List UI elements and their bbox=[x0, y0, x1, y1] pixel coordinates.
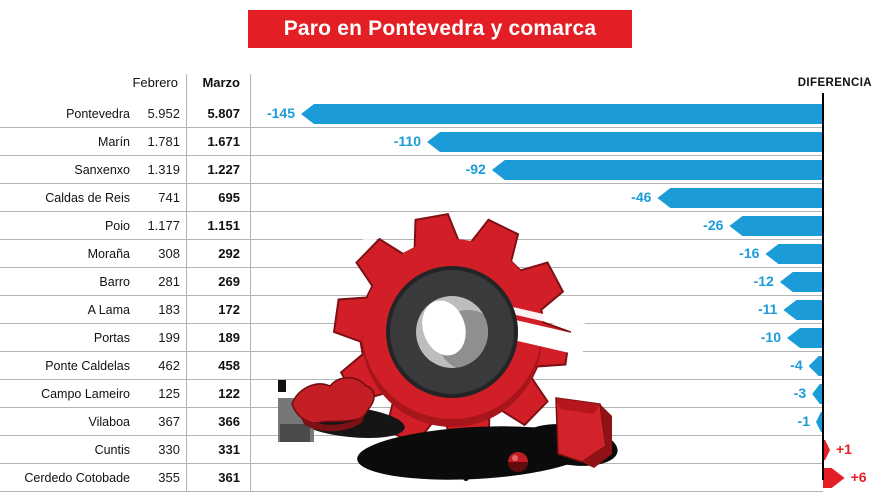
municipality-name: Barro bbox=[99, 275, 130, 289]
column-header-diferencia: DIFERENCIA bbox=[797, 77, 872, 89]
febrero-value: 367 bbox=[158, 414, 180, 429]
column-header-febrero: Febrero bbox=[132, 75, 178, 90]
diff-value-label: -92 bbox=[465, 161, 486, 177]
diff-bar bbox=[823, 440, 830, 460]
marzo-value: 269 bbox=[218, 274, 240, 289]
table-row: Cerdedo Cotobade 355 361 +6 bbox=[0, 464, 880, 492]
diff-bar bbox=[765, 244, 823, 264]
marzo-value: 292 bbox=[218, 246, 240, 261]
diff-bar bbox=[816, 412, 823, 432]
febrero-value: 199 bbox=[158, 330, 180, 345]
febrero-value: 281 bbox=[158, 274, 180, 289]
row-divider bbox=[0, 127, 823, 128]
municipality-name: A Lama bbox=[87, 303, 130, 317]
marzo-value: 1.151 bbox=[207, 218, 240, 233]
page-title: Paro en Pontevedra y comarca bbox=[248, 10, 632, 48]
diff-bar bbox=[301, 104, 823, 124]
marzo-value: 331 bbox=[218, 442, 240, 457]
municipality-name: Cuntis bbox=[94, 443, 130, 457]
diff-value-label: -3 bbox=[793, 385, 807, 401]
diff-bar bbox=[808, 356, 823, 376]
diff-value-label: +6 bbox=[850, 469, 867, 485]
febrero-value: 1.781 bbox=[147, 134, 180, 149]
marzo-value: 1.671 bbox=[207, 134, 240, 149]
row-divider bbox=[0, 155, 823, 156]
row-divider bbox=[0, 211, 823, 212]
municipality-name: Vilaboa bbox=[88, 415, 130, 429]
diff-value-label: -145 bbox=[266, 105, 295, 121]
febrero-value: 183 bbox=[158, 302, 180, 317]
febrero-value: 308 bbox=[158, 246, 180, 261]
diff-value-label: -16 bbox=[739, 245, 760, 261]
diff-bar bbox=[427, 132, 823, 152]
chart-rows: Pontevedra 5.952 5.807 -145 Marín 1.781 … bbox=[0, 100, 880, 492]
marzo-value: 366 bbox=[218, 414, 240, 429]
column-header-marzo: Marzo bbox=[202, 75, 240, 90]
marzo-value: 122 bbox=[218, 386, 240, 401]
table-row: Poio 1.177 1.151 -26 bbox=[0, 212, 880, 240]
table-row: Moraña 308 292 -16 bbox=[0, 240, 880, 268]
municipality-name: Portas bbox=[93, 331, 130, 345]
municipality-name: Moraña bbox=[87, 247, 130, 261]
diff-value-label: -46 bbox=[631, 189, 652, 205]
zero-axis-line bbox=[822, 93, 824, 480]
table-row: Vilaboa 367 366 -1 bbox=[0, 408, 880, 436]
diff-value-label: -1 bbox=[797, 413, 810, 429]
marzo-value: 189 bbox=[218, 330, 240, 345]
febrero-value: 125 bbox=[158, 386, 180, 401]
diff-bar bbox=[823, 468, 845, 488]
row-divider bbox=[0, 183, 823, 184]
febrero-value: 1.177 bbox=[147, 218, 180, 233]
municipality-name: Marín bbox=[98, 135, 130, 149]
febrero-value: 1.319 bbox=[147, 162, 180, 177]
table-row: Barro 281 269 -12 bbox=[0, 268, 880, 296]
table-divider-2 bbox=[250, 74, 251, 492]
febrero-value: 462 bbox=[158, 358, 180, 373]
diff-bar bbox=[783, 300, 823, 320]
diff-bar bbox=[787, 328, 823, 348]
table-divider-1 bbox=[186, 74, 187, 492]
febrero-value: 5.952 bbox=[147, 106, 180, 121]
municipality-name: Pontevedra bbox=[66, 107, 130, 121]
diff-value-label: -4 bbox=[790, 357, 803, 373]
marzo-value: 1.227 bbox=[207, 162, 240, 177]
municipality-name: Campo Lameiro bbox=[41, 387, 130, 401]
table-row: Sanxenxo 1.319 1.227 -92 bbox=[0, 156, 880, 184]
table-row: Marín 1.781 1.671 -110 bbox=[0, 128, 880, 156]
table-row: A Lama 183 172 -11 bbox=[0, 296, 880, 324]
table-row: Portas 199 189 -10 bbox=[0, 324, 880, 352]
diff-value-label: -12 bbox=[753, 273, 774, 289]
diff-value-label: -10 bbox=[760, 329, 781, 345]
diff-bar bbox=[729, 216, 823, 236]
marzo-value: 695 bbox=[218, 190, 240, 205]
row-divider bbox=[0, 491, 823, 492]
diff-bar bbox=[812, 384, 823, 404]
diff-value-label: +1 bbox=[836, 441, 852, 457]
municipality-name: Ponte Caldelas bbox=[45, 359, 130, 373]
marzo-value: 361 bbox=[218, 470, 240, 485]
diff-bar bbox=[779, 272, 823, 292]
table-row: Caldas de Reis 741 695 -46 bbox=[0, 184, 880, 212]
municipality-name: Sanxenxo bbox=[74, 163, 130, 177]
municipality-name: Cerdedo Cotobade bbox=[24, 471, 130, 485]
marzo-value: 5.807 bbox=[207, 106, 240, 121]
table-row: Campo Lameiro 125 122 -3 bbox=[0, 380, 880, 408]
diff-value-label: -26 bbox=[703, 217, 724, 233]
febrero-value: 741 bbox=[158, 190, 180, 205]
table-row: Pontevedra 5.952 5.807 -145 bbox=[0, 100, 880, 128]
municipality-name: Poio bbox=[104, 219, 130, 233]
diff-bar bbox=[657, 188, 823, 208]
febrero-value: 355 bbox=[158, 470, 180, 485]
municipality-name: Caldas de Reis bbox=[45, 191, 130, 205]
diff-bar bbox=[491, 160, 823, 180]
marzo-value: 172 bbox=[218, 302, 240, 317]
marzo-value: 458 bbox=[218, 358, 240, 373]
febrero-value: 330 bbox=[158, 442, 180, 457]
table-row: Cuntis 330 331 +1 bbox=[0, 436, 880, 464]
table-row: Ponte Caldelas 462 458 -4 bbox=[0, 352, 880, 380]
diff-value-label: -110 bbox=[393, 133, 421, 149]
diff-value-label: -11 bbox=[757, 301, 778, 317]
